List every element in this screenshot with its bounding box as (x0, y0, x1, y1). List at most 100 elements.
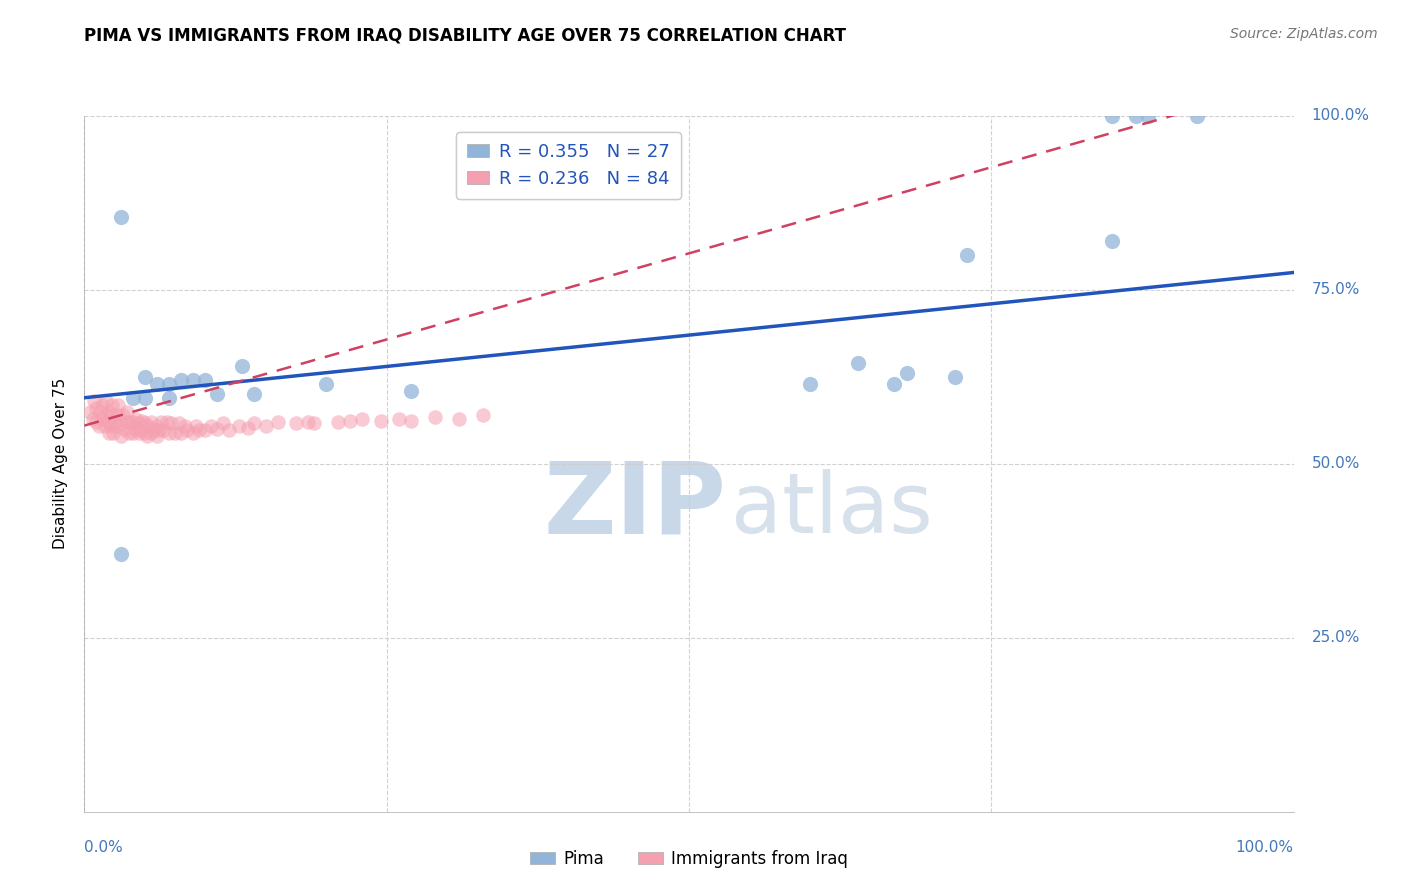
Point (200, 418, 222, 433)
Point (121, 425, 143, 440)
Point (94, 394, 117, 409)
Point (129, 424, 152, 438)
Point (157, 376, 180, 391)
Point (846, 356, 869, 370)
Point (170, 425, 193, 440)
Point (284, 417, 308, 431)
Point (134, 369, 156, 384)
Point (352, 411, 374, 425)
Text: 25.0%: 25.0% (1312, 631, 1360, 645)
Text: 50.0%: 50.0% (1312, 457, 1360, 471)
Point (112, 422, 135, 436)
Point (124, 422, 146, 436)
Point (399, 414, 422, 428)
Point (212, 417, 235, 431)
Point (176, 424, 198, 438)
Point (110, 417, 132, 431)
Point (228, 418, 250, 433)
Text: PIMA VS IMMIGRANTS FROM IRAQ DISABILITY AGE OVER 75 CORRELATION CHART: PIMA VS IMMIGRANTS FROM IRAQ DISABILITY … (84, 27, 846, 45)
Point (167, 417, 190, 431)
Point (100, 418, 122, 433)
Point (328, 415, 350, 429)
Point (157, 425, 180, 440)
Point (146, 418, 169, 433)
Point (112, 408, 135, 422)
Point (472, 408, 495, 422)
Point (896, 367, 918, 381)
Point (388, 411, 411, 425)
Point (94, 418, 117, 433)
Point (799, 376, 821, 391)
Text: Source: ZipAtlas.com: Source: ZipAtlas.com (1230, 27, 1378, 41)
Point (267, 415, 290, 429)
Point (883, 376, 905, 391)
Point (94, 408, 117, 422)
Point (242, 417, 264, 431)
Point (107, 408, 129, 422)
Point (423, 409, 446, 424)
Point (121, 415, 143, 429)
Point (100, 408, 122, 422)
Point (315, 376, 337, 391)
Point (449, 411, 471, 425)
Point (1125, 109, 1147, 123)
Text: 75.0%: 75.0% (1312, 283, 1360, 297)
Point (943, 369, 966, 384)
Text: 100.0%: 100.0% (1236, 839, 1294, 855)
Text: atlas: atlas (731, 468, 934, 549)
Point (128, 425, 150, 440)
Point (1101, 234, 1123, 248)
Point (110, 429, 132, 443)
Point (91, 411, 114, 425)
Legend: Pima, Immigrants from Iraq: Pima, Immigrants from Iraq (523, 844, 855, 875)
Point (104, 415, 127, 429)
Point (218, 424, 240, 438)
Point (170, 373, 193, 387)
Point (173, 418, 195, 433)
Point (118, 425, 141, 440)
Point (138, 418, 160, 433)
Point (157, 391, 180, 405)
Point (134, 425, 156, 440)
Point (125, 411, 148, 425)
Point (103, 425, 125, 440)
Point (97, 415, 120, 429)
Point (297, 415, 319, 429)
Point (1101, 109, 1123, 123)
Point (105, 418, 128, 433)
Point (101, 398, 124, 412)
Y-axis label: Disability Age Over 75: Disability Age Over 75 (53, 378, 69, 549)
Point (956, 248, 979, 262)
Text: 100.0%: 100.0% (1312, 109, 1369, 123)
Point (146, 429, 169, 443)
Point (91, 398, 114, 412)
Point (87, 418, 110, 433)
Point (136, 429, 159, 443)
Legend: R = 0.355   N = 27, R = 0.236   N = 84: R = 0.355 N = 27, R = 0.236 N = 84 (456, 132, 681, 199)
Point (188, 424, 211, 438)
Text: 0.0%: 0.0% (84, 839, 124, 855)
Point (131, 414, 153, 428)
Point (149, 415, 172, 429)
Point (121, 391, 143, 405)
Point (1185, 109, 1208, 123)
Point (152, 424, 174, 438)
Point (148, 424, 170, 438)
Point (254, 418, 277, 433)
Point (160, 417, 183, 431)
Point (83, 394, 105, 409)
Point (302, 417, 325, 431)
Point (181, 425, 204, 440)
Text: ZIP: ZIP (544, 457, 727, 554)
Point (143, 424, 166, 438)
Point (370, 414, 392, 428)
Point (231, 359, 253, 374)
Point (242, 387, 264, 401)
Point (86, 401, 108, 416)
Point (82, 411, 104, 425)
Point (128, 417, 150, 431)
Point (184, 418, 207, 433)
Point (139, 415, 162, 429)
Point (89, 405, 111, 419)
Point (115, 405, 138, 419)
